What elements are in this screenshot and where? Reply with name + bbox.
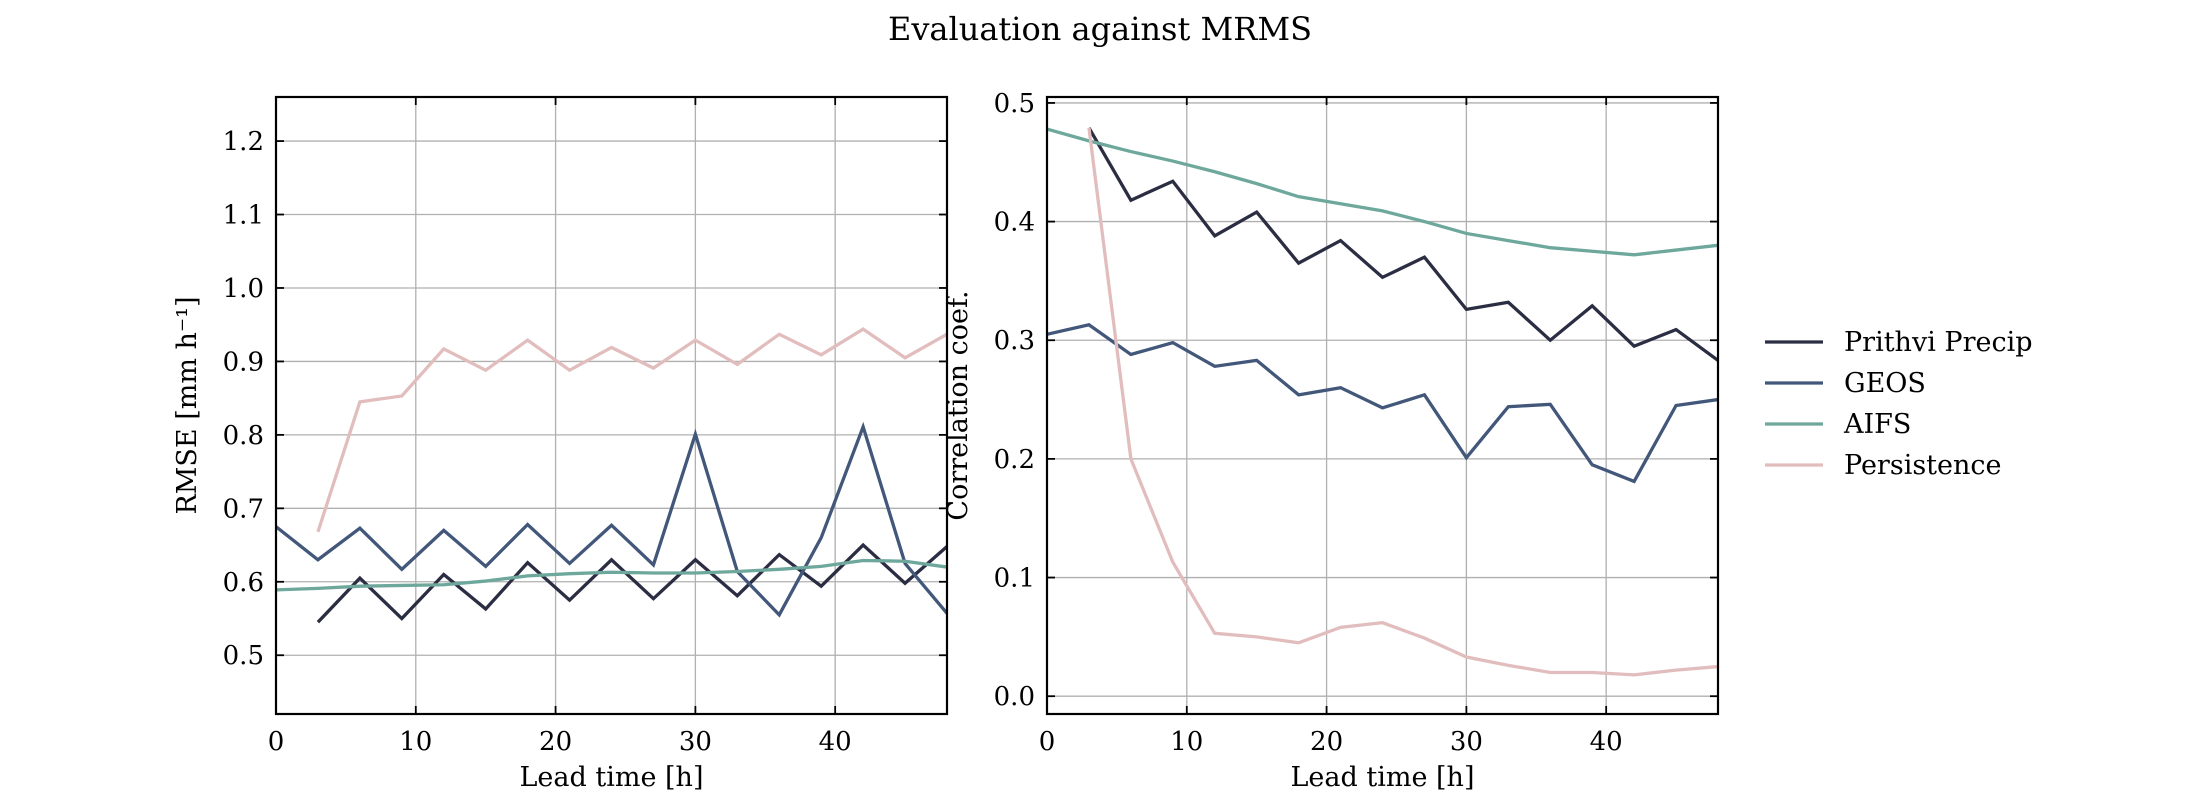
y-tick-label: 1.2 xyxy=(223,127,264,157)
x-tick-label: 40 xyxy=(819,727,852,757)
x-tick-label: 0 xyxy=(268,727,285,757)
x-tick-label: 30 xyxy=(679,727,712,757)
y-axis-label: RMSE [mm h⁻¹] xyxy=(172,296,203,514)
x-tick-label: 20 xyxy=(1310,727,1343,757)
series-line-geos xyxy=(1047,323,1718,484)
y-tick-label: 0.7 xyxy=(223,494,264,524)
x-axis-label: Lead time [h] xyxy=(520,762,704,793)
legend-label: Prithvi Precip xyxy=(1844,327,2033,358)
series-line-aifs xyxy=(1047,127,1718,257)
y-tick-label: 0.5 xyxy=(994,89,1035,119)
figure-title: Evaluation against MRMS xyxy=(888,10,1312,48)
legend-label: AIFS xyxy=(1843,409,1911,440)
legend: Prithvi Precip GEOS AIFS Persistence xyxy=(1765,327,2033,481)
x-tick-label: 0 xyxy=(1039,727,1056,757)
series-line-prithvi-precip xyxy=(1087,127,1718,362)
y-tick-label: 0.3 xyxy=(994,326,1035,356)
y-tick-label: 0.1 xyxy=(994,564,1035,594)
x-axis-label: Lead time [h] xyxy=(1291,762,1475,793)
series-group xyxy=(1047,127,1718,677)
plot-frame xyxy=(274,95,949,716)
series-line-persistence xyxy=(1087,127,1718,677)
x-tick-label: 20 xyxy=(539,727,572,757)
y-axis-label: Correlation coef. xyxy=(943,290,974,520)
y-tick-label: 0.6 xyxy=(223,568,264,598)
plot-frame xyxy=(1045,95,1720,716)
series-line-prithvi-precip xyxy=(316,542,947,624)
y-tick-label: 0.8 xyxy=(223,421,264,451)
legend-label: GEOS xyxy=(1844,368,1926,399)
x-tick-label: 10 xyxy=(1170,727,1203,757)
correlation-panel: 0 10 20 30 40 0.0 0.1 0.2 0.3 0.4 0.5 Lead time [h]… xyxy=(943,89,1720,793)
x-tick-label: 30 xyxy=(1450,727,1483,757)
series-group xyxy=(276,327,947,624)
y-tick-label: 0.4 xyxy=(994,208,1035,238)
y-tick-label: 0.9 xyxy=(223,347,264,377)
series-line-aifs xyxy=(276,558,947,592)
y-tick-label: 0.0 xyxy=(994,682,1035,712)
y-tick-label: 1.1 xyxy=(223,201,264,231)
rmse-panel: 0 10 20 30 40 0.5 0.6 0.7 0.8 0.9 1.0 1.1 1.2 Lead ti… xyxy=(172,95,949,793)
series-line-persistence xyxy=(316,327,947,533)
y-tick-label: 0.5 xyxy=(223,641,264,671)
series-line-geos xyxy=(276,421,947,618)
x-tick-label: 40 xyxy=(1590,727,1623,757)
y-tick-label: 1.0 xyxy=(223,274,264,304)
x-tick-label: 10 xyxy=(399,727,432,757)
legend-label: Persistence xyxy=(1844,450,2002,481)
y-tick-label: 0.2 xyxy=(994,445,1035,475)
